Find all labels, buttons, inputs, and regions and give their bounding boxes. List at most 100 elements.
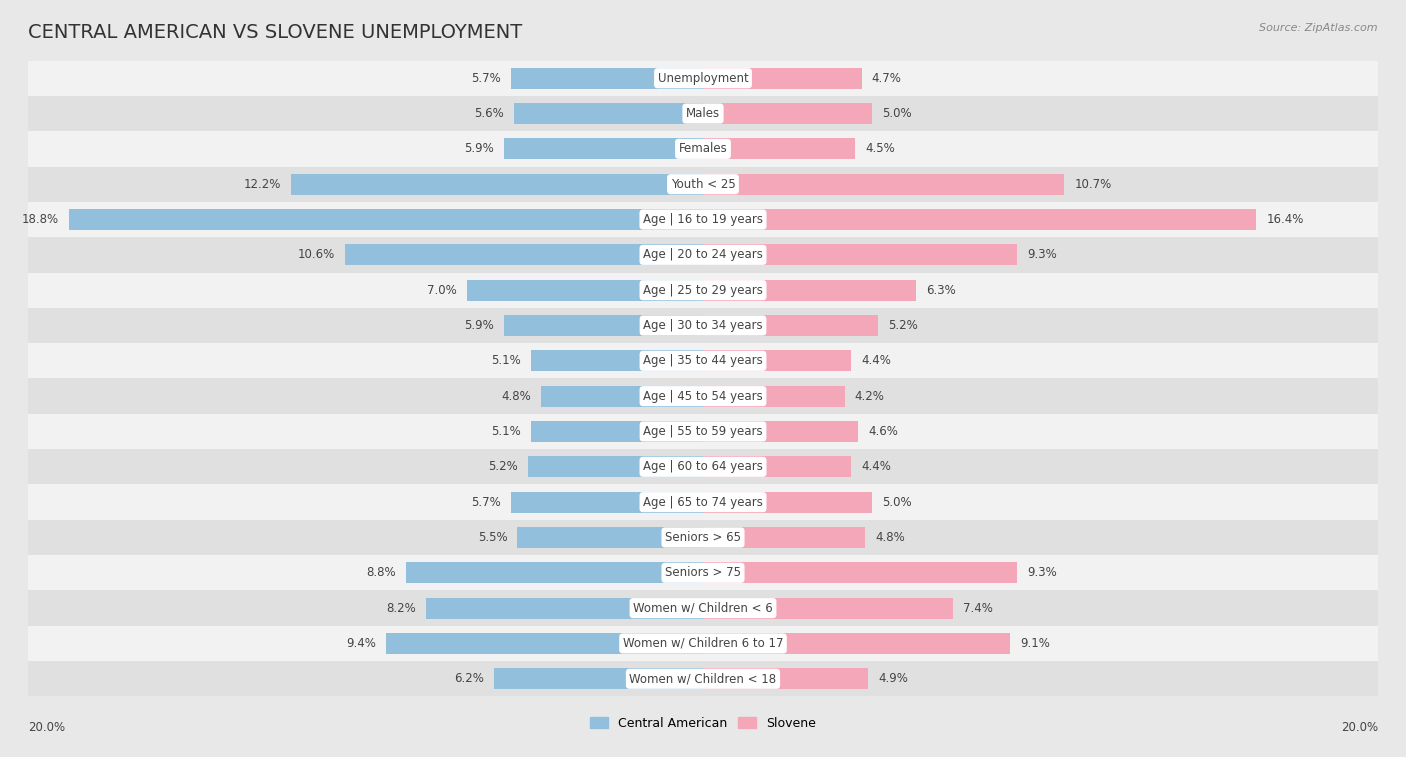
Bar	[28, 273, 1378, 308]
Text: 12.2%: 12.2%	[243, 178, 281, 191]
Text: Seniors > 75: Seniors > 75	[665, 566, 741, 579]
Bar	[703, 279, 915, 301]
Text: CENTRAL AMERICAN VS SLOVENE UNEMPLOYMENT: CENTRAL AMERICAN VS SLOVENE UNEMPLOYMENT	[28, 23, 523, 42]
Text: 5.0%: 5.0%	[882, 496, 911, 509]
Bar	[28, 520, 1378, 555]
Text: Age | 65 to 74 years: Age | 65 to 74 years	[643, 496, 763, 509]
Text: 10.6%: 10.6%	[298, 248, 335, 261]
Bar	[703, 173, 1064, 195]
Text: 18.8%: 18.8%	[21, 213, 59, 226]
Bar	[703, 103, 872, 124]
Text: 5.1%: 5.1%	[491, 425, 520, 438]
Bar	[28, 202, 1378, 237]
Bar	[703, 456, 852, 478]
Bar	[503, 139, 703, 160]
Text: 16.4%: 16.4%	[1267, 213, 1303, 226]
Text: 4.8%: 4.8%	[501, 390, 531, 403]
Bar	[69, 209, 703, 230]
Text: 20.0%: 20.0%	[1341, 721, 1378, 734]
Text: 9.4%: 9.4%	[346, 637, 375, 650]
Text: 5.2%: 5.2%	[889, 319, 918, 332]
Bar	[28, 308, 1378, 343]
Text: 6.3%: 6.3%	[925, 284, 956, 297]
Text: 7.4%: 7.4%	[963, 602, 993, 615]
Bar	[510, 491, 703, 512]
Text: 9.3%: 9.3%	[1026, 248, 1057, 261]
Text: 4.9%: 4.9%	[879, 672, 908, 685]
Bar	[385, 633, 703, 654]
Text: Unemployment: Unemployment	[658, 72, 748, 85]
Text: 5.2%: 5.2%	[488, 460, 517, 473]
Bar	[703, 350, 852, 372]
Text: Age | 60 to 64 years: Age | 60 to 64 years	[643, 460, 763, 473]
Bar	[494, 668, 703, 690]
Text: Age | 25 to 29 years: Age | 25 to 29 years	[643, 284, 763, 297]
Bar	[503, 315, 703, 336]
Text: 4.8%: 4.8%	[875, 531, 905, 544]
Text: 5.7%: 5.7%	[471, 72, 501, 85]
Text: 9.3%: 9.3%	[1026, 566, 1057, 579]
Text: 20.0%: 20.0%	[28, 721, 65, 734]
Bar	[531, 421, 703, 442]
Text: Source: ZipAtlas.com: Source: ZipAtlas.com	[1260, 23, 1378, 33]
Text: 8.2%: 8.2%	[387, 602, 416, 615]
Bar	[28, 96, 1378, 131]
Bar	[28, 378, 1378, 414]
Bar	[28, 661, 1378, 696]
Bar	[531, 350, 703, 372]
Bar	[28, 237, 1378, 273]
Text: Age | 20 to 24 years: Age | 20 to 24 years	[643, 248, 763, 261]
Text: Age | 16 to 19 years: Age | 16 to 19 years	[643, 213, 763, 226]
Bar	[515, 103, 703, 124]
Text: 5.9%: 5.9%	[464, 319, 494, 332]
Bar	[426, 597, 703, 618]
Text: Seniors > 65: Seniors > 65	[665, 531, 741, 544]
Text: Age | 55 to 59 years: Age | 55 to 59 years	[643, 425, 763, 438]
Bar	[28, 484, 1378, 520]
Bar	[703, 139, 855, 160]
Bar	[703, 491, 872, 512]
Text: 8.8%: 8.8%	[367, 566, 396, 579]
Bar	[703, 67, 862, 89]
Text: 10.7%: 10.7%	[1074, 178, 1111, 191]
Text: Women w/ Children < 18: Women w/ Children < 18	[630, 672, 776, 685]
Bar	[703, 315, 879, 336]
Text: 5.5%: 5.5%	[478, 531, 508, 544]
Bar	[291, 173, 703, 195]
Text: 5.1%: 5.1%	[491, 354, 520, 367]
Bar	[28, 555, 1378, 590]
Text: Age | 45 to 54 years: Age | 45 to 54 years	[643, 390, 763, 403]
Text: 4.2%: 4.2%	[855, 390, 884, 403]
Text: 4.5%: 4.5%	[865, 142, 894, 155]
Bar	[467, 279, 703, 301]
Bar	[703, 633, 1010, 654]
Text: 4.6%: 4.6%	[869, 425, 898, 438]
Text: 4.7%: 4.7%	[872, 72, 901, 85]
Bar	[703, 209, 1257, 230]
Text: 5.6%: 5.6%	[474, 107, 503, 120]
Text: 5.0%: 5.0%	[882, 107, 911, 120]
Bar	[510, 67, 703, 89]
Text: 6.2%: 6.2%	[454, 672, 484, 685]
Bar	[28, 590, 1378, 626]
Bar	[28, 61, 1378, 96]
Text: Females: Females	[679, 142, 727, 155]
Bar	[28, 626, 1378, 661]
Bar	[346, 245, 703, 266]
Bar	[703, 245, 1017, 266]
Text: Women w/ Children 6 to 17: Women w/ Children 6 to 17	[623, 637, 783, 650]
Text: Age | 35 to 44 years: Age | 35 to 44 years	[643, 354, 763, 367]
Text: Youth < 25: Youth < 25	[671, 178, 735, 191]
Bar	[703, 385, 845, 407]
Bar	[28, 131, 1378, 167]
Bar	[703, 597, 953, 618]
Text: 4.4%: 4.4%	[862, 460, 891, 473]
Text: Women w/ Children < 6: Women w/ Children < 6	[633, 602, 773, 615]
Bar	[28, 414, 1378, 449]
Text: 7.0%: 7.0%	[427, 284, 457, 297]
Text: 9.1%: 9.1%	[1021, 637, 1050, 650]
Bar	[527, 456, 703, 478]
Bar	[517, 527, 703, 548]
Text: Males: Males	[686, 107, 720, 120]
Bar	[703, 527, 865, 548]
